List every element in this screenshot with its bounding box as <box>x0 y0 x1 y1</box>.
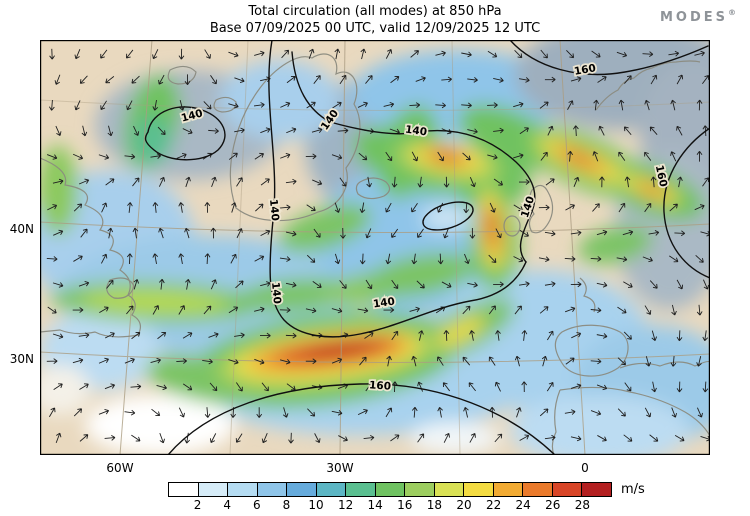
colorbar-tick: 4 <box>223 498 232 512</box>
colorbar-tick: 2 <box>193 498 202 512</box>
colorbar-tick: 24 <box>515 498 531 512</box>
coastlines <box>39 53 711 456</box>
lon-label: 30W <box>326 461 354 475</box>
lat-label: 30N <box>9 352 34 366</box>
lat-label: 40N <box>9 222 34 236</box>
colorbar-segment <box>345 483 375 496</box>
lon-label: 0 <box>581 461 589 475</box>
colorbar-tick: 8 <box>282 498 291 512</box>
colorbar-tick: 26 <box>545 498 561 512</box>
colorbar-segment <box>551 483 582 496</box>
contour-lines <box>144 39 711 456</box>
lon-label: 60W <box>106 461 134 475</box>
title-line-1: Total circulation (all modes) at 850 hPa <box>248 4 502 19</box>
colorbar <box>168 482 612 497</box>
colorbar-segment <box>404 483 434 496</box>
units-label: m/s <box>621 482 645 497</box>
colorbar-tick: 28 <box>574 498 591 512</box>
colorbar-segment <box>492 483 523 496</box>
colorbar-segment <box>197 483 228 496</box>
colorbar-segment <box>315 483 346 496</box>
colorbar-tick: 6 <box>252 498 261 512</box>
colorbar-segment <box>374 483 405 496</box>
contour-label: 140 <box>267 199 281 222</box>
colorbar-segment <box>463 483 493 496</box>
colorbar-tick: 16 <box>397 498 413 512</box>
colorbar-segment <box>522 483 552 496</box>
colorbar-tick: 12 <box>337 498 354 512</box>
contour-label: 160 <box>573 62 597 78</box>
colorbar-tick: 22 <box>485 498 502 512</box>
registered-mark: ® <box>728 8 736 17</box>
colorbar-segment <box>256 483 287 496</box>
title-line-2: Base 07/09/2025 00 UTC, valid 12/09/2025… <box>209 21 541 36</box>
colorbar-segment <box>286 483 316 496</box>
title-block: Total circulation (all modes) at 850 hPa… <box>0 3 750 37</box>
map-plot: 140 140 140 140 140 140 140 160 160 160 <box>25 20 750 465</box>
contour-label: 160 <box>369 379 392 392</box>
colorbar-segment <box>169 483 198 496</box>
contour-label: 140 <box>404 124 427 139</box>
contour-label: 140 <box>372 296 395 311</box>
colorbar-tick: 14 <box>367 498 383 512</box>
colorbar-tick: 18 <box>426 498 443 512</box>
colorbar-segment <box>227 483 257 496</box>
wind-arrows <box>46 48 711 444</box>
colorbar-segment <box>433 483 464 496</box>
colorbar-tick: 20 <box>456 498 472 512</box>
modes-logo: MODES® <box>660 8 736 25</box>
map-frame <box>40 40 710 455</box>
contour-label: 140 <box>269 282 283 305</box>
colorbar-tick: 10 <box>308 498 324 512</box>
colorbar-segment <box>581 483 611 496</box>
brand-text: MODES <box>659 10 728 25</box>
